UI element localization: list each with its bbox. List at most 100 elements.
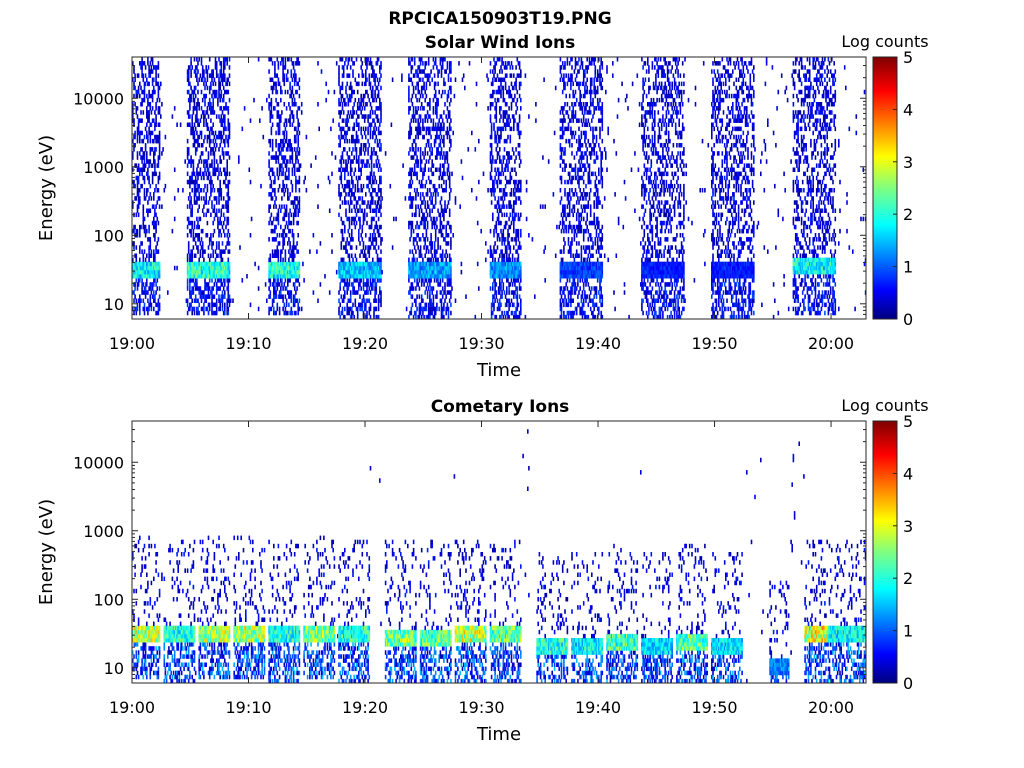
spectrogram-cell [370, 269, 373, 275]
spectrogram-cell [375, 126, 378, 132]
spectrogram-cell [290, 294, 293, 299]
spectrogram-cell [441, 212, 444, 218]
spectrogram-cell [205, 212, 207, 218]
spectrogram-cell [132, 269, 134, 275]
spectrogram-cell [445, 310, 447, 316]
spectrogram-cell [422, 274, 424, 279]
spectrogram-cell [375, 73, 378, 78]
spectrogram-cell [509, 155, 512, 160]
spectrogram-cell [204, 93, 206, 99]
spectrogram-cell [423, 269, 425, 275]
spectrogram-cell [156, 200, 159, 205]
spectrogram-cell [228, 134, 231, 140]
spectrogram-cell [424, 114, 426, 119]
spectrogram-cell [354, 167, 357, 172]
spectrogram-cell [366, 265, 368, 271]
spectrogram-cell [295, 274, 297, 279]
spectrogram-cell [200, 228, 203, 234]
spectrogram-cell [370, 192, 373, 197]
spectrogram-cell [369, 306, 372, 312]
spectrogram-cell [208, 134, 211, 140]
spectrogram-cell [348, 192, 351, 197]
spectrogram-cell [510, 175, 513, 181]
spectrogram-cell [288, 261, 290, 267]
spectrogram-cell [445, 208, 447, 213]
spectrogram-cell [441, 171, 444, 177]
spectrogram-cell [352, 134, 354, 140]
spectrogram-cell [220, 93, 223, 99]
spectrogram-cell [215, 61, 218, 66]
spectrogram-cell [444, 102, 446, 107]
spectrogram-cell [340, 241, 343, 246]
spectrogram-cell [280, 143, 282, 148]
spectrogram-cell [358, 196, 360, 201]
spectrogram-cell [143, 265, 146, 271]
spectrogram-cell [278, 294, 281, 299]
spectrogram-cell [207, 282, 210, 287]
spectrogram-cell [418, 314, 421, 320]
spectrogram-cell [431, 77, 433, 82]
spectrogram-cell [412, 155, 415, 160]
spectrogram-cell [280, 208, 282, 213]
spectrogram-cell [288, 216, 290, 222]
spectrogram-cell [510, 93, 513, 99]
spectrogram-cell [441, 61, 444, 66]
spectrogram-cell [288, 290, 290, 295]
spectrogram-cell [351, 179, 353, 185]
spectrogram-cell [362, 298, 365, 303]
spectrogram-cell [445, 257, 447, 263]
spectrogram-cell [200, 290, 203, 295]
spectrogram-cell [339, 192, 341, 197]
spectrogram-cell [410, 269, 413, 275]
spectrogram-cell [295, 310, 297, 316]
spectrogram-cell [436, 290, 438, 295]
spectrogram-cell [380, 175, 382, 181]
spectrogram-cell [362, 314, 365, 320]
spectrogram-cell [510, 204, 513, 209]
spectrogram-cell [156, 163, 159, 168]
spectrogram-cell [220, 122, 223, 127]
spectrogram-cell [500, 286, 502, 291]
spectrogram-cell [137, 118, 140, 123]
spectrogram-cell [269, 290, 272, 295]
spectrogram-cell [355, 81, 358, 87]
spectrogram-cell [276, 110, 279, 115]
spectrogram-cell [441, 118, 444, 123]
spectrogram-cell [490, 310, 493, 316]
spectrogram-cell [418, 306, 421, 312]
spectrogram-cell [460, 261, 463, 267]
spectrogram-cell [475, 102, 478, 107]
spectrogram-cell [349, 237, 352, 242]
spectrogram-cell [410, 171, 413, 177]
spectrogram-cell [297, 118, 299, 123]
spectrogram-cell [331, 249, 333, 254]
spectrogram-cell [365, 290, 367, 295]
spectrogram-cell [450, 241, 452, 246]
spectrogram-cell [372, 233, 374, 238]
spectrogram-cell [207, 208, 210, 213]
spectrogram-cell [510, 81, 513, 87]
spectrogram-cell [154, 208, 156, 213]
spectrogram-cell [194, 200, 197, 205]
spectrogram-cell [448, 298, 451, 303]
spectrogram-cell [190, 274, 192, 279]
spectrogram-cell [276, 216, 279, 222]
spectrogram-cell [360, 151, 362, 156]
spectrogram-cell [417, 261, 419, 267]
spectrogram-cell [208, 171, 211, 177]
spectrogram-cell [427, 278, 430, 283]
spectrogram-cell [375, 179, 378, 185]
spectrogram-cell [369, 314, 372, 320]
spectrogram-cell [453, 93, 456, 99]
spectrogram-cell [280, 224, 282, 230]
spectrogram-cell [148, 73, 150, 78]
spectrogram-cell [426, 188, 429, 193]
spectrogram-cell [373, 269, 375, 275]
spectrogram-cell [139, 298, 141, 303]
spectrogram-cell [262, 134, 265, 140]
spectrogram-cell [158, 261, 161, 267]
spectrogram-cell [203, 257, 205, 263]
spectrogram-cell [489, 102, 492, 107]
spectrogram-cell [503, 224, 506, 230]
spectrogram-cell [154, 257, 156, 263]
